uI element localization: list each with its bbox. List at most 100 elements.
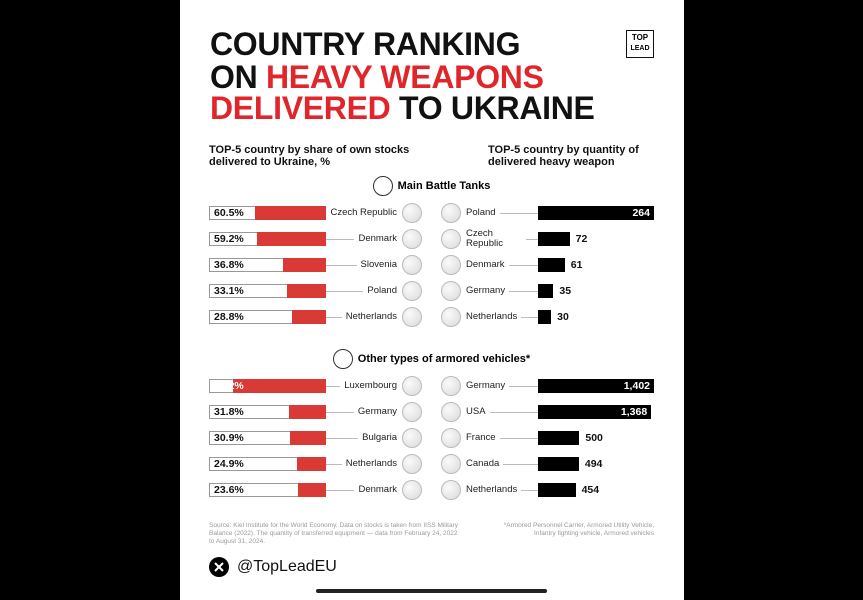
- category-label: Czech Republic: [466, 229, 526, 249]
- value-label: 61: [570, 259, 583, 271]
- bar: [287, 284, 326, 298]
- value-label: 1,402: [623, 380, 650, 392]
- category-cell: Netherlands: [466, 304, 526, 330]
- vehicle-icon: [332, 349, 353, 369]
- connector: [470, 412, 538, 413]
- category-label: Netherlands: [341, 459, 397, 469]
- category-cell: Poland: [466, 200, 526, 226]
- value-label: 59.2%: [214, 233, 244, 245]
- value-label: 33.1%: [214, 285, 244, 297]
- value-label: 454: [581, 484, 600, 496]
- logo-bottom: LEAD: [630, 45, 650, 52]
- flag: [402, 402, 422, 422]
- value-label: 264: [632, 207, 650, 219]
- infographic-panel: [180, 0, 684, 600]
- category-cell: Denmark: [317, 226, 397, 252]
- flag: [402, 255, 422, 275]
- category-cell: Germany: [317, 399, 397, 425]
- value-label: 79.2%: [214, 380, 244, 392]
- category-cell: Germany: [466, 278, 526, 304]
- flag: [441, 480, 461, 500]
- category-label: Czech Republic: [326, 208, 397, 218]
- category-cell: France: [466, 425, 526, 451]
- category-cell: Luxembourg: [317, 373, 397, 399]
- bar: [538, 284, 554, 298]
- title-segment: ON: [210, 59, 266, 95]
- bar: [538, 379, 654, 393]
- category-cell: Netherlands: [466, 477, 526, 503]
- bar: [538, 310, 552, 324]
- bar: [289, 431, 326, 445]
- category-label: Netherlands: [466, 312, 522, 322]
- flag: [402, 203, 422, 223]
- category-label: Denmark: [466, 260, 509, 270]
- category-label: Germany: [466, 286, 510, 296]
- flag: [441, 255, 461, 275]
- value-label: 494: [584, 458, 603, 470]
- category-label: Germany: [353, 407, 397, 417]
- flag: [402, 454, 422, 474]
- bar: [538, 232, 570, 246]
- value-label: 24.9%: [214, 458, 244, 470]
- source-note: Source: Kiel Institute for the World Eco…: [209, 522, 459, 545]
- category-label: USA: [466, 407, 490, 417]
- flag: [402, 229, 422, 249]
- bar: [288, 405, 326, 419]
- flag: [402, 428, 422, 448]
- bar: [256, 232, 326, 246]
- flag: [402, 307, 422, 327]
- value-label: 23.6%: [214, 484, 244, 496]
- category-label: France: [466, 433, 500, 443]
- logo-box: [626, 30, 654, 58]
- category-cell: Slovenia: [317, 252, 397, 278]
- bar: [538, 431, 580, 445]
- handle[interactable]: @TopLeadEU: [237, 558, 337, 575]
- bar: [255, 206, 326, 220]
- category-label: Germany: [466, 381, 510, 391]
- category-label: Slovenia: [356, 260, 397, 270]
- bar: [292, 310, 326, 324]
- section-header: Main Battle Tanks: [209, 176, 654, 196]
- bar: [538, 457, 579, 471]
- bar: [282, 258, 326, 272]
- value-label: 500: [585, 432, 603, 444]
- section-title: Other types of armored vehicles*: [357, 353, 531, 365]
- connector: [470, 464, 538, 465]
- value-label: 35: [559, 285, 572, 297]
- connector: [470, 438, 538, 439]
- category-cell: USA: [466, 399, 526, 425]
- left-subtitle: TOP-5 country by share of own stocks del…: [209, 144, 410, 168]
- category-label: Luxembourg: [340, 381, 397, 391]
- flag: [441, 229, 461, 249]
- connector: [470, 213, 538, 214]
- flag: [441, 402, 461, 422]
- category-label: Poland: [466, 208, 500, 218]
- x-icon: [209, 557, 229, 577]
- category-label: Bulgaria: [358, 433, 397, 443]
- flag: [441, 428, 461, 448]
- category-cell: Germany: [466, 373, 526, 399]
- value-label: 28.8%: [214, 311, 244, 323]
- value-label: 30: [557, 311, 569, 323]
- category-cell: Bulgaria: [317, 425, 397, 451]
- logo-top: TOP: [631, 33, 649, 42]
- value-label: 31.8%: [214, 406, 244, 418]
- value-label: 30.9%: [214, 432, 244, 444]
- bar: [538, 483, 576, 497]
- flag: [441, 307, 461, 327]
- category-cell: Czech Republic: [466, 226, 526, 252]
- value-label: 72: [575, 233, 588, 245]
- value-label: 36.8%: [214, 259, 244, 271]
- value-label: 1,368: [620, 406, 648, 418]
- home-indicator: [316, 589, 547, 593]
- flag: [441, 376, 461, 396]
- title-segment: HEAVY WEAPONS: [266, 59, 544, 95]
- category-cell: Denmark: [317, 477, 397, 503]
- bar: [538, 405, 652, 419]
- connector: [326, 291, 392, 292]
- footnote: *Armored Personnel Carrier, Armored Util…: [503, 522, 654, 537]
- category-cell: Netherlands: [317, 304, 397, 330]
- title-segment: COUNTRY RANKING: [210, 26, 521, 62]
- category-label: Netherlands: [466, 485, 522, 495]
